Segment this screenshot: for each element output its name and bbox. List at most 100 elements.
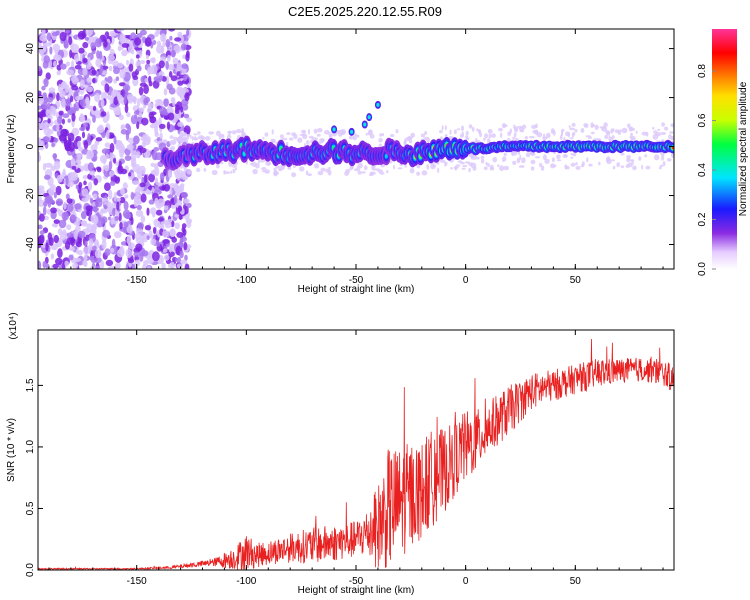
noise-speckle (92, 193, 98, 199)
faint-speckle (416, 165, 419, 169)
noise-speckle (71, 165, 77, 170)
noise-speckle (52, 43, 61, 52)
noise-speckle (139, 82, 147, 87)
noise-speckle (148, 75, 152, 83)
faint-speckle (641, 131, 648, 136)
noise-speckle (93, 178, 98, 186)
noise-speckle (137, 230, 144, 236)
snr-x-tick-label: -150 (127, 576, 147, 587)
noise-speckle (164, 254, 170, 261)
faint-speckle (517, 125, 523, 128)
snr-y-tick-label: 1.5 (25, 378, 36, 392)
noise-speckle (67, 118, 71, 123)
noise-speckle (143, 138, 151, 146)
spectrogram-x-tick-label: -100 (236, 275, 256, 286)
noise-speckle (82, 122, 88, 128)
faint-speckle (588, 163, 593, 167)
noise-speckle (128, 172, 132, 177)
snr-plot-area (38, 330, 674, 570)
faint-speckle (645, 165, 651, 170)
faint-speckle (301, 129, 307, 134)
noise-speckle (86, 223, 93, 233)
faint-speckle (232, 168, 236, 174)
faint-speckle (621, 127, 628, 134)
noise-speckle (154, 131, 159, 138)
noise-speckle (71, 85, 79, 91)
noise-speckle (146, 103, 154, 108)
faint-speckle (271, 129, 274, 135)
noise-speckle (60, 98, 66, 108)
noise-speckle (86, 63, 92, 70)
faint-speckle (560, 131, 564, 137)
noise-speckle (167, 218, 173, 223)
faint-speckle (308, 128, 310, 135)
noise-speckle (168, 244, 173, 253)
faint-speckle (317, 128, 323, 133)
faint-speckle (320, 167, 326, 172)
noise-speckle (112, 90, 119, 96)
noise-speckle (184, 263, 190, 269)
faint-speckle (502, 159, 505, 162)
noise-speckle (95, 265, 101, 269)
faint-speckle (370, 171, 376, 175)
noise-speckle (62, 113, 70, 119)
noise-speckle (174, 37, 182, 42)
faint-speckle (513, 132, 517, 138)
noise-speckle (133, 135, 140, 145)
faint-speckle (542, 136, 548, 140)
faint-speckle (208, 131, 215, 135)
spectrogram-x-ticks: -150 -100 -50 0 50 (48, 29, 664, 286)
noise-speckle (170, 261, 175, 269)
noise-speckle (103, 39, 108, 48)
noise-speckle (71, 127, 80, 136)
noise-speckle (162, 239, 170, 244)
noise-speckle (61, 211, 69, 221)
faint-speckle (552, 130, 556, 136)
noise-speckle (155, 99, 163, 104)
faint-speckle (627, 162, 633, 168)
noise-speckle (60, 63, 67, 70)
noise-speckle (116, 29, 125, 32)
faint-speckle (230, 170, 233, 174)
faint-speckle (571, 132, 575, 138)
faint-speckle (386, 170, 389, 174)
noise-speckle (183, 241, 188, 251)
faint-speckle (486, 138, 491, 144)
noise-speckle (96, 50, 100, 59)
noise-speckle (103, 204, 107, 209)
noise-speckle (135, 151, 141, 159)
noise-speckle (186, 220, 192, 228)
noise-speckle (135, 243, 143, 252)
noise-speckle (126, 224, 133, 234)
faint-speckle (586, 157, 589, 163)
faint-speckle (374, 168, 381, 171)
noise-speckle (114, 176, 120, 184)
noise-speckle (148, 199, 155, 205)
noise-speckle (82, 57, 88, 64)
noise-speckle (131, 157, 137, 166)
noise-speckle (53, 234, 59, 244)
noise-speckle (137, 222, 144, 230)
faint-speckle (497, 164, 500, 167)
noise-speckle (113, 191, 117, 202)
noise-speckle (52, 263, 59, 269)
faint-speckle (251, 161, 257, 167)
faint-speckle (611, 159, 615, 162)
noise-speckle (104, 182, 111, 191)
noise-speckle (48, 87, 56, 93)
faint-speckle (606, 130, 611, 136)
noise-speckle (133, 114, 138, 120)
noise-speckle (66, 232, 74, 238)
faint-speckle (659, 164, 664, 168)
faint-speckle (570, 156, 574, 159)
faint-speckle (638, 156, 642, 161)
noise-speckle (38, 224, 43, 230)
noise-speckle (113, 135, 117, 145)
noise-speckle (94, 113, 101, 119)
snr-x-axis-label: Height of straight line (km) (298, 585, 415, 596)
noise-speckle (168, 251, 175, 257)
noise-speckle (65, 193, 70, 200)
noise-speckle (58, 110, 64, 116)
noise-speckle (167, 54, 171, 62)
noise-speckle (43, 126, 51, 136)
